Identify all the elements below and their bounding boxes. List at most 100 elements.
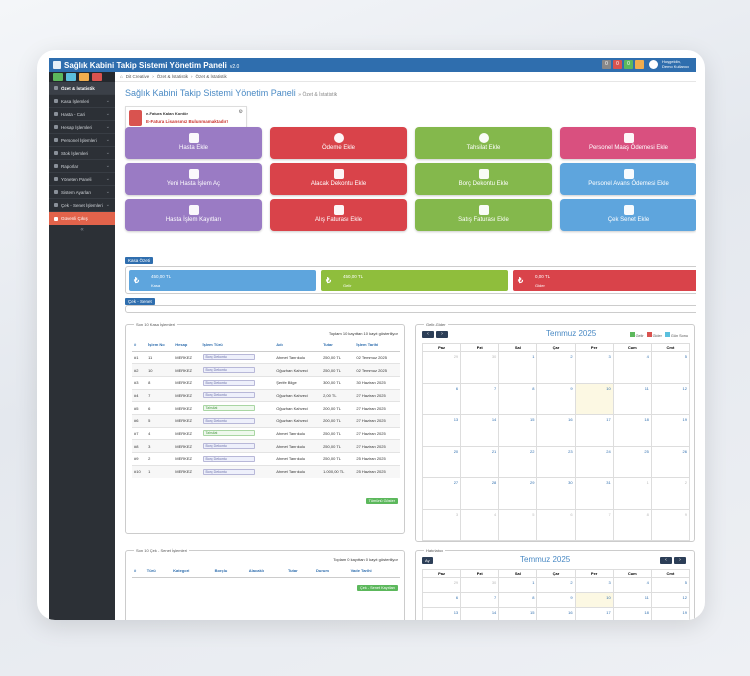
prev-month-button[interactable]: ‹: [422, 331, 434, 338]
cek-records-button[interactable]: Çek - Senet Kayıtları: [356, 585, 398, 591]
calendar-day[interactable]: 30: [461, 578, 500, 593]
column-header[interactable]: İşlem Türü: [200, 339, 275, 352]
quick-action-button[interactable]: Yeni Hasta İşlem Aç: [125, 163, 262, 195]
calendar-day[interactable]: 11: [613, 593, 652, 608]
calendar-day[interactable]: 3: [423, 509, 462, 541]
calendar-day[interactable]: 30: [537, 478, 576, 510]
column-header[interactable]: Hesap: [173, 339, 201, 352]
calendar-day[interactable]: 15: [499, 608, 538, 620]
calendar-day[interactable]: 26: [651, 446, 690, 478]
quick-action-button[interactable]: Satış Faturası Ekle: [415, 199, 552, 231]
calendar-day[interactable]: 10: [575, 593, 614, 608]
column-header[interactable]: #: [132, 339, 147, 352]
quick-action-button[interactable]: Personel Maaş Ödemesi Ekle: [560, 127, 696, 159]
shortcut-button-2[interactable]: [66, 73, 76, 81]
calendar-day[interactable]: 5: [499, 509, 538, 541]
calendar-day[interactable]: 19: [651, 415, 690, 447]
calendar-day[interactable]: 17: [576, 608, 614, 620]
shortcut-button-3[interactable]: [79, 73, 89, 81]
table-row[interactable]: #5 6 MERKEZ Tahsilat Oğuzhan Kahveci 200,00 T…: [132, 401, 400, 415]
calendar-day[interactable]: 9: [537, 593, 576, 608]
user-icon[interactable]: 0: [624, 59, 633, 69]
calendar-day[interactable]: 12: [651, 383, 690, 415]
sidebar-item[interactable]: Raporlar ⌄: [49, 160, 115, 173]
calendar-day[interactable]: 5: [651, 352, 690, 384]
table-row[interactable]: #6 5 MERKEZ Borç Dekontu Oğuzhan Kahveci 200,…: [132, 413, 400, 428]
calendar-day[interactable]: 1: [499, 352, 538, 384]
avatar[interactable]: [649, 59, 658, 69]
calendar-day[interactable]: 1: [499, 578, 538, 593]
quick-action-button[interactable]: Ödeme Ekle: [270, 127, 407, 159]
calendar-day[interactable]: 7: [575, 509, 614, 541]
column-header[interactable]: İşlem No: [146, 339, 174, 352]
quick-action-button[interactable]: Alacak Dekontu Ekle: [270, 163, 407, 195]
column-header[interactable]: Tutar: [321, 339, 355, 352]
breadcrumb-item[interactable]: Dit Creative: [125, 74, 150, 79]
calendar-day[interactable]: 15: [499, 415, 538, 447]
sidebar-item[interactable]: Özet & İstatistik: [49, 82, 115, 95]
calendar-day[interactable]: 7: [461, 593, 500, 608]
calendar-day[interactable]: 24: [575, 446, 614, 478]
calendar-day[interactable]: 28: [461, 478, 500, 510]
sidebar-item[interactable]: Çek - Senet İşlemleri ⌄: [49, 199, 115, 212]
calendar-day[interactable]: 16: [537, 415, 576, 447]
table-row[interactable]: #2 10 MERKEZ Borç Dekontu Oğuzhan Kahveci 250…: [132, 363, 400, 377]
next-month-button[interactable]: ›: [674, 557, 686, 564]
calendar-day[interactable]: 23: [537, 446, 576, 478]
column-header[interactable]: Vade Tarihi: [348, 565, 400, 578]
column-header[interactable]: İşlem Tarihi: [354, 339, 400, 352]
sidebar-item[interactable]: Hesap İşlemleri ⌄: [49, 121, 115, 134]
calendar-day[interactable]: 18: [614, 608, 652, 620]
calendar-day[interactable]: 5: [651, 578, 690, 593]
column-header[interactable]: Adı: [274, 339, 322, 352]
calendar-day[interactable]: 3: [575, 352, 614, 384]
user-greeting[interactable]: Hoşgeldin, Demo Kullanıcı: [662, 59, 690, 69]
calendar-day[interactable]: 7: [461, 383, 500, 415]
calendar-day[interactable]: 4: [613, 352, 652, 384]
calendar-day[interactable]: 8: [499, 383, 538, 415]
mail-icon[interactable]: 0: [602, 59, 611, 69]
column-header[interactable]: Alacaklı: [246, 565, 286, 578]
calendar-day[interactable]: 18: [613, 415, 652, 447]
calendar-day[interactable]: 2: [537, 352, 576, 384]
calendar-day[interactable]: 1: [613, 478, 652, 510]
calendar-day[interactable]: 9: [651, 509, 690, 541]
logout-button[interactable]: Güvenli Çıkış: [49, 212, 115, 225]
calendar-day[interactable]: 19: [652, 608, 690, 620]
calendar-day[interactable]: 14: [461, 415, 500, 447]
calendar-day[interactable]: 29: [423, 578, 462, 593]
calendar-day[interactable]: 13: [423, 608, 462, 620]
quick-action-button[interactable]: Tahsilat Ekle: [415, 127, 552, 159]
close-icon[interactable]: ⚙: [238, 109, 243, 115]
quick-action-button[interactable]: Personel Avans Ödemesi Ekle: [560, 163, 696, 195]
calendar-day[interactable]: 21: [461, 446, 500, 478]
quick-action-button[interactable]: Borç Dekontu Ekle: [415, 163, 552, 195]
calendar-day[interactable]: 25: [613, 446, 652, 478]
calendar-day[interactable]: 6: [537, 509, 576, 541]
month-view-button[interactable]: Ay: [422, 557, 433, 564]
bell-icon[interactable]: [635, 59, 644, 69]
calendar-day[interactable]: 30: [461, 352, 500, 384]
calendar-day[interactable]: 3: [575, 578, 614, 593]
breadcrumb-item[interactable]: Özet & İstatistik: [156, 74, 188, 79]
sidebar-item[interactable]: Kasa İşlemleri ⌄: [49, 95, 115, 108]
column-header[interactable]: Kategori: [171, 565, 213, 578]
sidebar-item[interactable]: Stok İşlemleri ⌄: [49, 147, 115, 160]
table-row[interactable]: #10 1 MERKEZ Borç Dekontu Ahmet Tanrıkulu 1.0…: [132, 464, 400, 478]
calendar-day[interactable]: 8: [499, 593, 538, 608]
calendar-day[interactable]: 8: [613, 509, 652, 541]
column-header[interactable]: Türü: [144, 565, 172, 578]
calendar-day[interactable]: 6: [423, 383, 462, 415]
sidebar-item[interactable]: Sistem Ayarları ⌄: [49, 186, 115, 199]
calendar-day[interactable]: 11: [613, 383, 652, 415]
calendar-day[interactable]: 27: [423, 478, 462, 510]
calendar-day[interactable]: 9: [537, 383, 576, 415]
sidebar-item[interactable]: Yöneten Paneli ⌄: [49, 173, 115, 186]
calendar-day[interactable]: 22: [499, 446, 538, 478]
table-row[interactable]: #8 3 MERKEZ Borç Dekontu Ahmet Tanrıkulu 250,…: [132, 439, 400, 453]
table-row[interactable]: #3 8 MERKEZ Borç Dekontu Şerife Bilge 300,00 …: [132, 375, 400, 390]
quick-action-button[interactable]: Çek Senet Ekle: [560, 199, 696, 231]
calendar-day[interactable]: 31: [575, 478, 614, 510]
table-row[interactable]: #4 7 MERKEZ Borç Dekontu Oğuzhan Kahveci 2,00…: [132, 388, 400, 402]
calendar-day[interactable]: 2: [651, 478, 690, 510]
